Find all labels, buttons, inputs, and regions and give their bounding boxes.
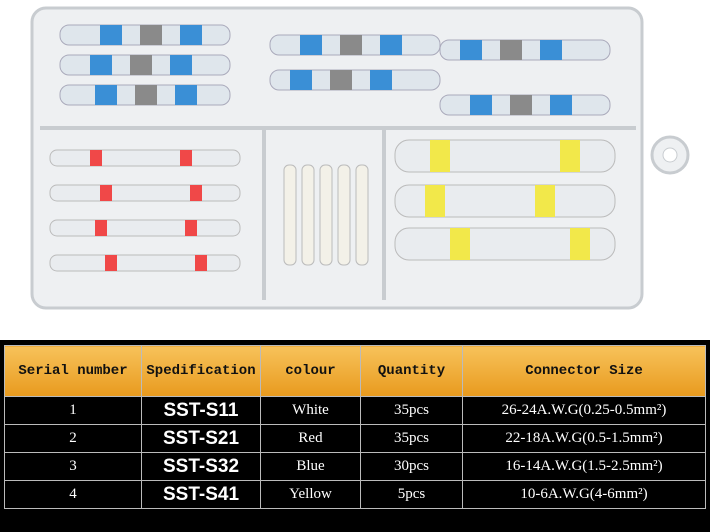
blue-connectors — [59, 24, 611, 116]
band — [550, 95, 572, 115]
band — [300, 35, 322, 55]
table-cell: Blue — [260, 452, 361, 481]
band — [560, 140, 580, 172]
table-cell: White — [260, 396, 361, 425]
table-cell: 4 — [4, 480, 142, 509]
solder — [135, 85, 157, 105]
band — [535, 185, 555, 217]
tube — [49, 184, 241, 202]
table-cell: 26-24A.W.G(0.25-0.5mm²) — [462, 396, 706, 425]
band — [570, 228, 590, 260]
table-cell: SST-S32 — [141, 452, 261, 481]
table-cell: Yellow — [260, 480, 361, 509]
data-row: 4 SST-S41 Yellow 5pcs 10-6A.W.G(4-6mm²) — [4, 480, 706, 509]
band — [100, 185, 112, 201]
table-cell: Red — [260, 424, 361, 453]
table-cell: 2 — [4, 424, 142, 453]
band — [540, 40, 562, 60]
band — [470, 95, 492, 115]
product-photo — [0, 0, 710, 340]
table-cell: 22-18A.W.G(0.5-1.5mm²) — [462, 424, 706, 453]
band — [430, 140, 450, 172]
white-connectors — [283, 164, 369, 266]
data-row: 3 SST-S32 Blue 30pcs 16-14A.W.G(1.5-2.5mm²) — [4, 452, 706, 481]
band — [180, 25, 202, 45]
band — [180, 150, 192, 166]
band — [90, 150, 102, 166]
tube — [439, 39, 611, 61]
table-cell: 16-14A.W.G(1.5-2.5mm²) — [462, 452, 706, 481]
table-cell: 1 — [4, 396, 142, 425]
band — [290, 70, 312, 90]
band — [380, 35, 402, 55]
table-cell: 3 — [4, 452, 142, 481]
band — [105, 255, 117, 271]
band — [170, 55, 192, 75]
tube — [319, 164, 333, 266]
red-connectors — [49, 149, 241, 272]
tube — [49, 149, 241, 167]
header-row: Serial number Spedification colour Quantity… — [4, 345, 706, 397]
tube — [49, 219, 241, 237]
solder — [500, 40, 522, 60]
tube — [394, 184, 616, 218]
band — [175, 85, 197, 105]
data-row: 2 SST-S21 Red 35pcs 22-18A.W.G(0.5-1.5mm²) — [4, 424, 706, 453]
header-cell: Connector Size — [462, 345, 706, 397]
tube — [49, 254, 241, 272]
table-cell: SST-S11 — [141, 396, 261, 425]
band — [95, 85, 117, 105]
tube — [269, 69, 441, 91]
table-cell: 35pcs — [360, 396, 463, 425]
data-row: 1 SST-S11 White 35pcs 26-24A.W.G(0.25-0.5mm²… — [4, 396, 706, 425]
header-cell: Spedification — [141, 345, 261, 397]
table-cell: 5pcs — [360, 480, 463, 509]
table-cell: 10-6A.W.G(4-6mm²) — [462, 480, 706, 509]
band — [100, 25, 122, 45]
solder — [330, 70, 352, 90]
header-cell: Quantity — [360, 345, 463, 397]
table-cell: SST-S21 — [141, 424, 261, 453]
band — [195, 255, 207, 271]
band — [425, 185, 445, 217]
box-tab-hole — [662, 147, 678, 163]
band — [370, 70, 392, 90]
table-cell: SST-S41 — [141, 480, 261, 509]
band — [460, 40, 482, 60]
solder — [340, 35, 362, 55]
band — [190, 185, 202, 201]
solder — [130, 55, 152, 75]
table-cell: 30pcs — [360, 452, 463, 481]
tube — [337, 164, 351, 266]
tube — [355, 164, 369, 266]
band — [90, 55, 112, 75]
tube — [394, 139, 616, 173]
band — [95, 220, 107, 236]
tube — [301, 164, 315, 266]
solder — [510, 95, 532, 115]
yellow-connectors — [394, 139, 616, 261]
header-cell: colour — [260, 345, 361, 397]
tube — [283, 164, 297, 266]
band — [450, 228, 470, 260]
header-cell: Serial number — [4, 345, 142, 397]
solder — [140, 25, 162, 45]
band — [185, 220, 197, 236]
table-cell: 35pcs — [360, 424, 463, 453]
spec-table: Serial number Spedification colour Quantity… — [4, 345, 706, 509]
